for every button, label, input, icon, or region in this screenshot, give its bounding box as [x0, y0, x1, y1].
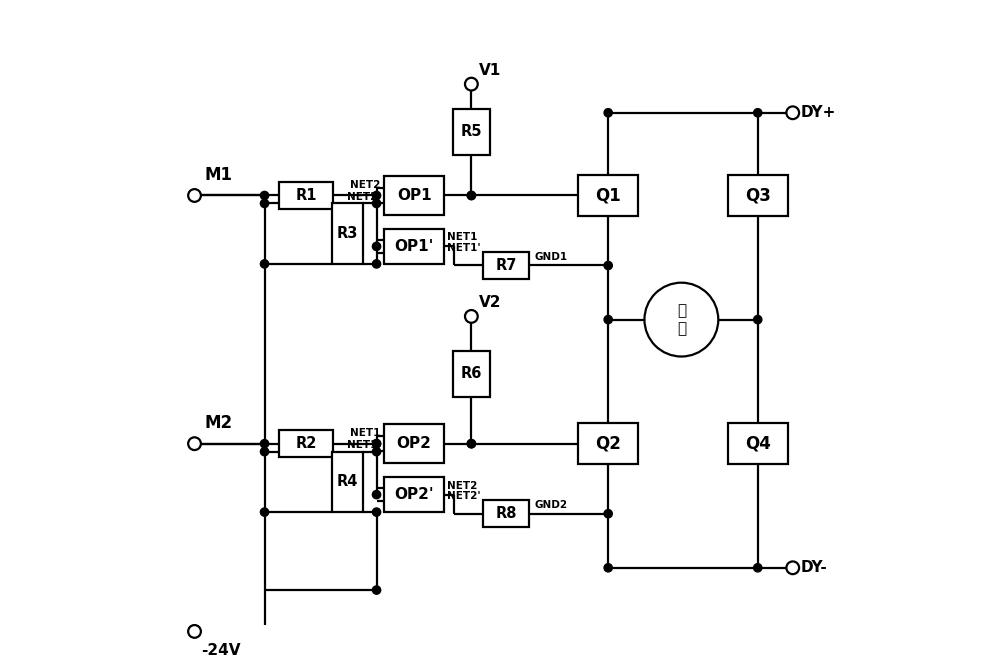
Circle shape [644, 282, 718, 356]
Bar [728, 423, 788, 464]
Circle shape [260, 199, 269, 207]
Text: OP2': OP2' [394, 487, 434, 502]
Text: GND2: GND2 [534, 500, 567, 510]
Circle shape [786, 107, 799, 119]
Text: NET1: NET1 [447, 232, 478, 242]
Text: NET2': NET2' [447, 491, 481, 501]
Text: OP2: OP2 [397, 436, 432, 451]
Text: 电
机: 电 机 [677, 303, 686, 336]
Text: R2: R2 [295, 436, 317, 451]
Bar [332, 452, 363, 512]
Bar [453, 109, 490, 155]
Circle shape [604, 509, 612, 518]
Circle shape [372, 199, 381, 207]
Text: OP1: OP1 [397, 188, 431, 203]
Circle shape [260, 508, 269, 516]
Bar [728, 175, 788, 216]
Text: V1: V1 [479, 63, 501, 78]
Circle shape [372, 440, 381, 448]
Text: NET2': NET2' [347, 192, 381, 202]
Text: DY-: DY- [800, 560, 827, 575]
Text: Q4: Q4 [745, 435, 771, 453]
Text: R6: R6 [461, 366, 482, 381]
Circle shape [260, 440, 269, 448]
Circle shape [372, 508, 381, 516]
Circle shape [372, 586, 381, 595]
Circle shape [188, 189, 201, 202]
Text: R5: R5 [461, 124, 482, 140]
Text: Q3: Q3 [745, 187, 771, 205]
Text: M1: M1 [204, 166, 232, 184]
Text: -24V: -24V [201, 643, 240, 658]
Text: DY+: DY+ [800, 105, 836, 120]
Text: Q2: Q2 [595, 435, 621, 453]
Circle shape [260, 260, 269, 268]
Circle shape [604, 262, 612, 270]
Circle shape [604, 109, 612, 117]
Text: R8: R8 [496, 506, 517, 521]
Circle shape [260, 448, 269, 456]
Circle shape [754, 315, 762, 323]
Circle shape [260, 191, 269, 200]
Circle shape [465, 310, 478, 323]
Circle shape [604, 315, 612, 323]
Text: GND1: GND1 [534, 252, 567, 262]
Bar [453, 351, 490, 397]
Text: Q1: Q1 [595, 187, 621, 205]
Circle shape [372, 242, 381, 250]
Bar [483, 252, 529, 279]
Circle shape [467, 440, 475, 448]
Bar [332, 203, 363, 264]
Bar [578, 423, 638, 464]
Text: R4: R4 [337, 474, 358, 489]
Bar [384, 424, 444, 464]
Bar [279, 182, 333, 209]
Circle shape [372, 440, 381, 448]
Bar [384, 229, 444, 264]
Text: NET1': NET1' [347, 440, 381, 450]
Circle shape [467, 191, 475, 200]
Bar [279, 430, 333, 457]
Text: NET2: NET2 [350, 180, 381, 190]
Circle shape [754, 109, 762, 117]
Circle shape [372, 260, 381, 268]
Bar [578, 175, 638, 216]
Circle shape [372, 191, 381, 200]
Bar [483, 501, 529, 527]
Circle shape [754, 564, 762, 572]
Text: R7: R7 [496, 258, 517, 273]
Text: NET1: NET1 [350, 428, 381, 438]
Circle shape [372, 448, 381, 456]
Text: NET2: NET2 [447, 480, 478, 491]
Circle shape [467, 191, 475, 200]
Circle shape [188, 437, 201, 450]
Bar [384, 176, 444, 215]
Circle shape [188, 625, 201, 638]
Text: OP1': OP1' [394, 239, 434, 254]
Text: V2: V2 [479, 295, 501, 310]
Circle shape [604, 564, 612, 572]
Text: M2: M2 [204, 414, 232, 432]
Bar [384, 477, 444, 512]
Text: NET1': NET1' [447, 243, 481, 253]
Text: R3: R3 [337, 226, 358, 241]
Circle shape [467, 440, 475, 448]
Text: R1: R1 [295, 188, 317, 203]
Circle shape [372, 491, 381, 499]
Circle shape [465, 78, 478, 91]
Circle shape [786, 562, 799, 574]
